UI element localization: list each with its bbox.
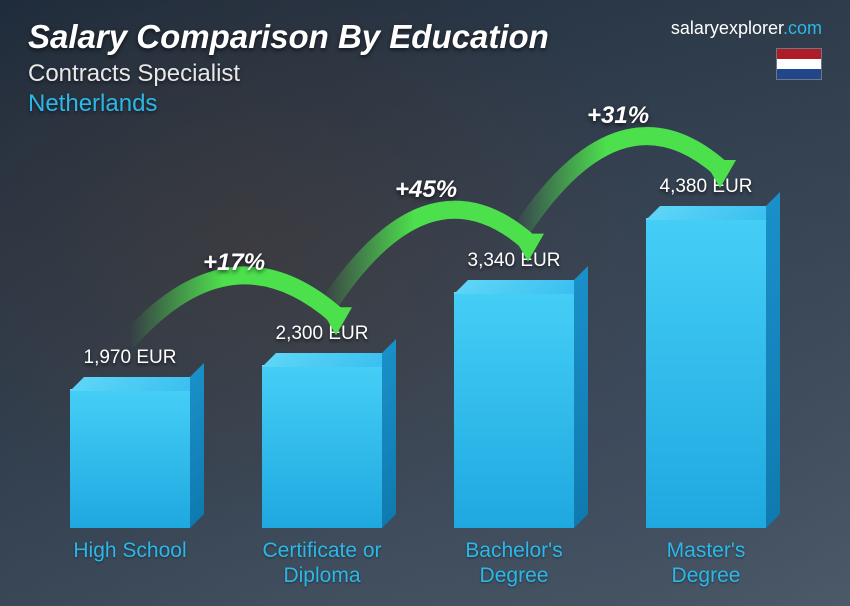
flag-stripe (777, 49, 821, 59)
bar-label: High School (73, 538, 186, 563)
bar-value: 3,340 EUR (468, 250, 561, 272)
bar-value: 2,300 EUR (276, 323, 369, 345)
bar-value: 4,380 EUR (660, 176, 753, 198)
increase-label: +31% (587, 102, 649, 130)
logo-text: salaryexplorer (671, 18, 783, 38)
bar-value: 1,970 EUR (84, 347, 177, 369)
country-flag-icon (776, 48, 822, 80)
logo-domain: .com (783, 18, 822, 38)
bar: 1,970 EURHigh School (70, 389, 190, 528)
bar-group: 2,300 EURCertificate orDiploma (262, 365, 382, 528)
bar: 4,380 EURMaster'sDegree (646, 218, 766, 528)
bar-chart: 1,970 EURHigh School2,300 EURCertificate… (40, 126, 800, 586)
bar: 2,300 EURCertificate orDiploma (262, 365, 382, 528)
site-logo: salaryexplorer.com (671, 18, 822, 39)
increase-label: +17% (203, 249, 265, 277)
flag-stripe (777, 69, 821, 79)
country-name: Netherlands (28, 90, 822, 118)
bar-group: 3,340 EURBachelor'sDegree (454, 292, 574, 528)
job-title: Contracts Specialist (28, 60, 822, 88)
increase-label: +45% (395, 176, 457, 204)
header: Salary Comparison By Education Contracts… (28, 18, 822, 118)
bar: 3,340 EURBachelor'sDegree (454, 292, 574, 528)
flag-stripe (777, 59, 821, 69)
bar-group: 1,970 EURHigh School (70, 389, 190, 528)
bar-label: Master'sDegree (667, 538, 746, 588)
bar-label: Bachelor'sDegree (465, 538, 562, 588)
bar-label: Certificate orDiploma (262, 538, 381, 588)
bar-group: 4,380 EURMaster'sDegree (646, 218, 766, 528)
